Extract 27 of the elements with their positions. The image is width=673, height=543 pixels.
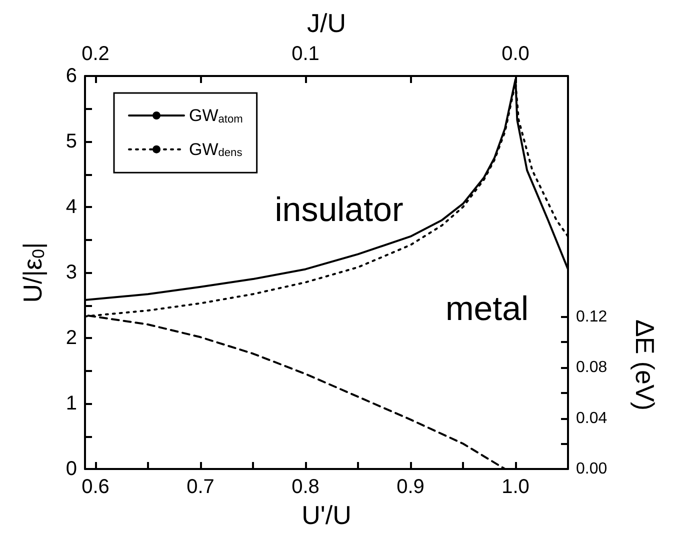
x2-tick-label: 0.0 xyxy=(502,43,530,65)
y2-tick-label: 0.00 xyxy=(576,460,608,478)
y2-tick-label: 0.04 xyxy=(576,410,608,427)
y-tick-label: 1 xyxy=(66,392,77,414)
x2-tick-label: 0.1 xyxy=(292,43,320,65)
y2-tick-label: 0.08 xyxy=(576,359,608,376)
y-tick-label: 6 xyxy=(66,65,77,87)
legend-label: GWatom xyxy=(189,106,243,126)
y-tick-label: 0 xyxy=(66,458,77,480)
x-tick-label: 0.8 xyxy=(292,476,320,498)
x-tick-label: 0.7 xyxy=(186,476,214,498)
x-tick-label: 0.6 xyxy=(82,476,110,498)
annotation: metal xyxy=(445,290,529,328)
x-tick-label: 0.9 xyxy=(396,476,424,498)
annotation: insulator xyxy=(274,191,404,229)
x-axis-title: U'/U xyxy=(302,500,352,530)
y-axis-title: U/|ε0| xyxy=(18,242,48,303)
x2-axis-title: J/U xyxy=(307,8,346,38)
y2-tick-label: 0.12 xyxy=(576,308,608,326)
y2-axis-title: ΔE (eV) xyxy=(630,319,660,411)
y-tick-label: 2 xyxy=(66,327,77,349)
y-tick-label: 4 xyxy=(66,196,77,218)
x-tick-label: 1.0 xyxy=(502,476,530,498)
legend-label: GWdens xyxy=(189,140,243,160)
y-tick-label: 3 xyxy=(66,262,77,284)
x2-tick-label: 0.2 xyxy=(82,43,110,65)
y-tick-label: 5 xyxy=(66,130,77,152)
